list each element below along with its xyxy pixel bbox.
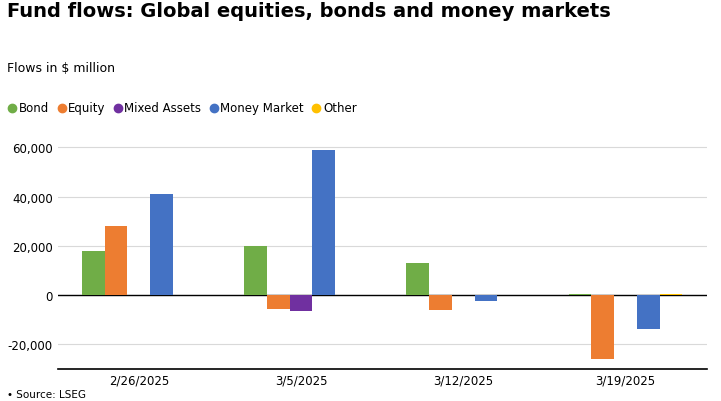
Text: Fund flows: Global equities, bonds and money markets: Fund flows: Global equities, bonds and m… — [7, 2, 611, 21]
Bar — [591, 295, 614, 359]
Bar — [660, 294, 682, 295]
Legend: Bond, Equity, Mixed Assets, Money Market, Other: Bond, Equity, Mixed Assets, Money Market… — [9, 102, 357, 115]
Bar — [82, 251, 105, 295]
Bar — [637, 295, 660, 330]
Bar — [244, 246, 267, 295]
Bar — [429, 295, 452, 310]
Bar — [569, 294, 591, 295]
Text: • Source: LSEG: • Source: LSEG — [7, 389, 87, 399]
Bar — [312, 150, 335, 295]
Bar — [290, 295, 312, 311]
Text: Flows in $ million: Flows in $ million — [7, 62, 115, 75]
Bar — [150, 194, 173, 295]
Bar — [105, 227, 128, 295]
Bar — [407, 263, 429, 295]
Bar — [267, 295, 290, 309]
Bar — [474, 295, 497, 302]
